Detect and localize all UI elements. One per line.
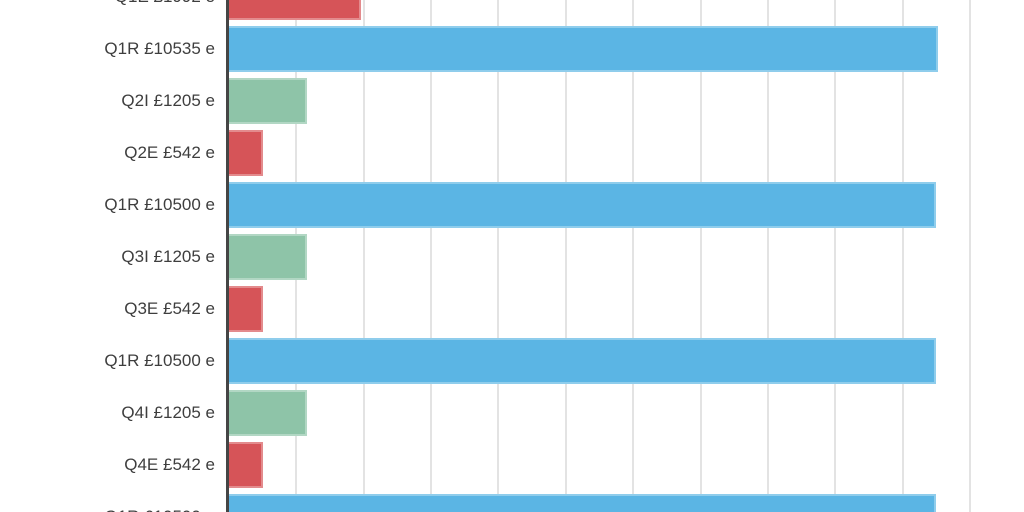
chart-row: Q3E £542 e xyxy=(0,283,1024,335)
bar-label: Q1R £10500 e xyxy=(0,491,226,512)
bar[interactable] xyxy=(226,130,263,176)
chart-row: Q3I £1205 e xyxy=(0,231,1024,283)
bar-track xyxy=(226,127,1024,179)
gridline xyxy=(564,0,567,512)
bar[interactable] xyxy=(226,234,308,280)
chart-row: Q1E £1992 e xyxy=(0,0,1024,23)
gridline xyxy=(497,0,500,512)
bar[interactable] xyxy=(226,78,308,124)
gridline xyxy=(766,0,769,512)
bar-track xyxy=(226,491,1024,512)
bar[interactable] xyxy=(226,338,937,384)
y-axis-line xyxy=(226,0,229,512)
gridline xyxy=(430,0,433,512)
chart-row: Q1R £10500 e xyxy=(0,335,1024,387)
bar-label: Q4E £542 e xyxy=(124,455,215,474)
bar-track xyxy=(226,283,1024,335)
bar-track xyxy=(226,0,1024,23)
gridline xyxy=(362,0,365,512)
chart-row: Q1R £10500 e xyxy=(0,179,1024,231)
chart-row: Q1R £10500 e xyxy=(0,491,1024,512)
bar[interactable] xyxy=(226,286,263,332)
bar-track xyxy=(226,387,1024,439)
bar-track xyxy=(226,23,1024,75)
bar-label: Q2I £1205 e xyxy=(121,91,215,110)
bar-label: Q1R £10500 e xyxy=(104,195,215,214)
bar[interactable] xyxy=(226,0,361,20)
bar-label: Q2E £542 e xyxy=(124,143,215,162)
chart-row: Q2I £1205 e xyxy=(0,75,1024,127)
bar-label: Q1R £10500 e xyxy=(104,351,215,370)
bar-label: Q3E £542 e xyxy=(124,299,215,318)
gridline xyxy=(834,0,837,512)
chart-row: Q4E £542 e xyxy=(0,439,1024,491)
gridline xyxy=(969,0,972,512)
bar-label: Q1R £10535 e xyxy=(104,39,215,58)
bar-label: Q1E £1992 e xyxy=(0,0,226,23)
bar-label: Q4I £1205 e xyxy=(121,403,215,422)
gridline xyxy=(901,0,904,512)
bar[interactable] xyxy=(226,182,937,228)
bar[interactable] xyxy=(226,494,937,512)
bar-track xyxy=(226,75,1024,127)
bar[interactable] xyxy=(226,442,263,488)
bar-label: Q3I £1205 e xyxy=(121,247,215,266)
chart-row: Q2E £542 e xyxy=(0,127,1024,179)
bar-track xyxy=(226,231,1024,283)
chart-row: Q4I £1205 e xyxy=(0,387,1024,439)
bar-track xyxy=(226,179,1024,231)
bar-track xyxy=(226,439,1024,491)
gridline xyxy=(632,0,635,512)
bar[interactable] xyxy=(226,26,939,72)
chart-row: Q1R £10535 e xyxy=(0,23,1024,75)
gridline xyxy=(699,0,702,512)
bar[interactable] xyxy=(226,390,308,436)
bar-track xyxy=(226,335,1024,387)
